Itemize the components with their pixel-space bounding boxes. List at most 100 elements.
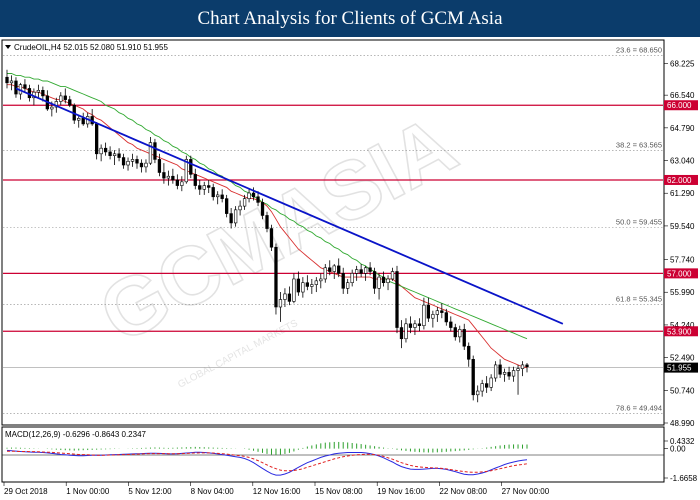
candle-bearish bbox=[117, 153, 121, 158]
candle-bullish bbox=[77, 118, 81, 121]
candle-bullish bbox=[502, 372, 507, 375]
candle-bearish bbox=[359, 269, 363, 274]
signal-line bbox=[7, 450, 528, 473]
candle-bearish bbox=[189, 159, 193, 175]
candle-bearish bbox=[260, 202, 265, 216]
candle-bullish bbox=[314, 280, 318, 285]
candle-bullish bbox=[390, 271, 395, 280]
candle-bearish bbox=[399, 327, 404, 340]
candle-bullish bbox=[278, 299, 283, 308]
x-tick-label: 12 Nov 16:00 bbox=[253, 487, 301, 496]
ma-fast-line bbox=[7, 84, 528, 369]
y-tick-label: 61.290 bbox=[670, 189, 695, 198]
candle-bearish bbox=[63, 95, 67, 100]
price-level-tag bbox=[664, 100, 698, 111]
candle-bullish bbox=[148, 142, 153, 164]
candle-bearish bbox=[296, 278, 301, 293]
candle-bullish bbox=[319, 278, 323, 282]
candle-bearish bbox=[162, 172, 166, 179]
candle-bullish bbox=[144, 162, 148, 168]
macd-pane-header: MACD(12,26,9) -0.6296 -0.8643 0.2347 bbox=[5, 430, 147, 439]
candle-bearish bbox=[417, 323, 422, 326]
price-level-label: 66.000 bbox=[667, 101, 692, 110]
candle-bearish bbox=[14, 80, 18, 95]
price-level-tag bbox=[664, 174, 698, 185]
y-tick-label: 63.040 bbox=[670, 157, 695, 166]
ma-slow-line bbox=[7, 73, 528, 340]
candle-bearish bbox=[395, 271, 399, 328]
candle-bearish bbox=[81, 118, 85, 125]
fibonacci-label: 23.6 = 68.650 bbox=[616, 46, 662, 55]
candle-bullish bbox=[377, 276, 381, 289]
candle-bearish bbox=[507, 372, 511, 377]
candle-bearish bbox=[171, 175, 175, 181]
candle-bullish bbox=[166, 175, 171, 179]
candle-bearish bbox=[198, 185, 202, 190]
candle-bearish bbox=[175, 179, 179, 186]
candle-bearish bbox=[256, 196, 260, 203]
candle-bullish bbox=[480, 383, 484, 392]
candle-bearish bbox=[287, 293, 292, 302]
fibonacci-label: 50.0 = 59.455 bbox=[616, 218, 662, 227]
candle-bullish bbox=[431, 314, 435, 319]
candle-bullish bbox=[184, 159, 188, 183]
candle-bearish bbox=[485, 383, 489, 388]
candle-bearish bbox=[453, 327, 457, 338]
candle-bearish bbox=[207, 185, 211, 188]
candle-bearish bbox=[444, 312, 448, 323]
candle-bullish bbox=[9, 80, 14, 84]
candle-bearish bbox=[269, 228, 274, 248]
candle-bullish bbox=[413, 323, 417, 328]
candle-bearish bbox=[408, 323, 413, 328]
candle-bullish bbox=[520, 364, 525, 369]
y-tick-label: 55.990 bbox=[670, 288, 695, 297]
chart-title: Chart Analysis for Clients of GCM Asia bbox=[197, 8, 503, 29]
y-tick-label: 66.540 bbox=[670, 91, 695, 100]
candle-bullish bbox=[202, 185, 206, 190]
price-pane-header: CrudeOIL,H4 52.015 52.080 51.910 51.955 bbox=[14, 43, 168, 52]
chart-area[interactable]: GCMASIA GLOBAL CAPITAL MARKETS 23.6 = 68… bbox=[0, 37, 700, 500]
candle-bullish bbox=[130, 159, 135, 162]
candle-bullish bbox=[216, 194, 220, 198]
candle-bearish bbox=[305, 282, 309, 287]
price-level-tag bbox=[664, 326, 698, 337]
candle-bearish bbox=[265, 215, 269, 229]
price-pane[interactable] bbox=[1, 39, 665, 426]
candle-bullish bbox=[283, 293, 287, 300]
x-tick-label: 5 Nov 12:00 bbox=[128, 487, 172, 496]
candle-bullish bbox=[422, 304, 426, 326]
price-level-label: 57.000 bbox=[667, 269, 692, 278]
candle-bullish bbox=[310, 284, 314, 287]
y-tick-label: 59.540 bbox=[670, 222, 695, 231]
candle-bullish bbox=[242, 198, 247, 207]
candle-bearish bbox=[337, 265, 341, 274]
candle-bullish bbox=[180, 181, 184, 186]
candle-bearish bbox=[5, 76, 9, 84]
candle-bullish bbox=[404, 323, 408, 340]
candle-bearish bbox=[368, 267, 372, 272]
candle-bearish bbox=[498, 364, 502, 375]
candle-bearish bbox=[211, 187, 215, 198]
x-tick-label: 15 Nov 08:00 bbox=[315, 487, 363, 496]
macd-y-tick-label: 0.00 bbox=[670, 445, 686, 454]
chart-background bbox=[0, 37, 700, 500]
candle-bearish bbox=[274, 246, 278, 308]
y-tick-label: 68.225 bbox=[670, 60, 695, 69]
y-tick-label: 52.490 bbox=[670, 354, 695, 363]
price-level-tag bbox=[664, 268, 698, 279]
candle-bearish bbox=[467, 345, 471, 360]
candle-bullish bbox=[247, 192, 251, 199]
candle-bullish bbox=[476, 390, 480, 396]
y-tick-label: 50.740 bbox=[670, 386, 695, 395]
candle-bearish bbox=[68, 99, 72, 106]
x-tick-label: 22 Nov 08:00 bbox=[439, 487, 487, 496]
x-tick-label: 19 Nov 16:00 bbox=[377, 487, 425, 496]
candle-bearish bbox=[372, 271, 377, 289]
triangle-down-icon[interactable] bbox=[5, 45, 11, 49]
macd-pane[interactable] bbox=[1, 426, 665, 483]
candle-bullish bbox=[233, 209, 238, 224]
candle-bullish bbox=[355, 269, 359, 274]
candle-bearish bbox=[462, 329, 466, 347]
candle-bearish bbox=[153, 142, 157, 160]
fibonacci-label: 61.8 = 55.345 bbox=[616, 294, 662, 303]
